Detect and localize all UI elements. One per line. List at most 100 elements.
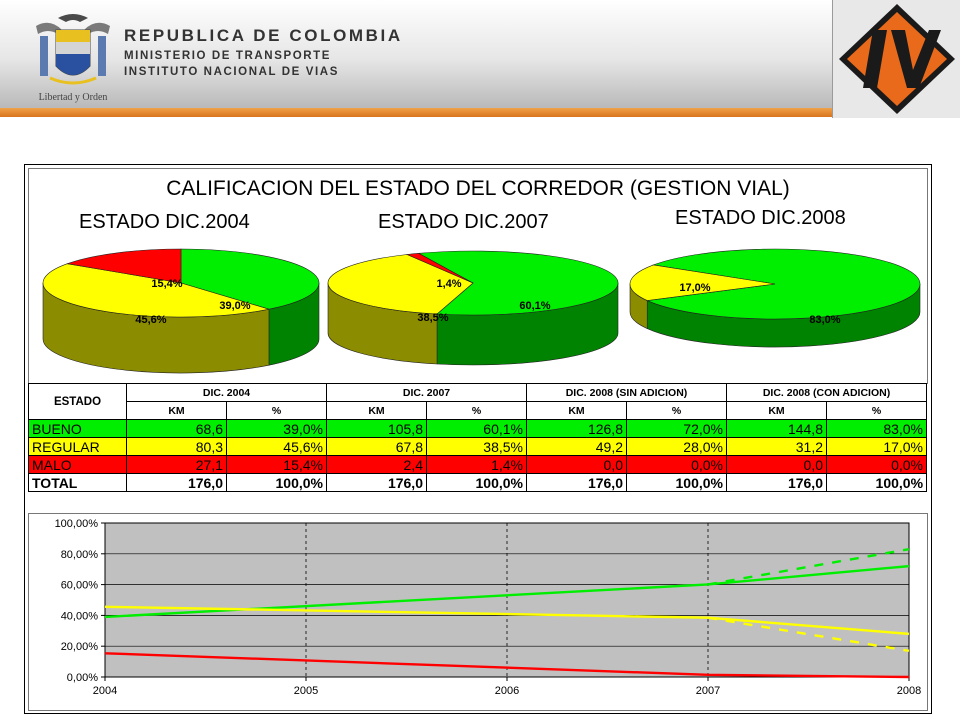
header-country: REPUBLICA DE COLOMBIA [124,26,403,45]
y-tick-label: 100,00% [55,518,99,530]
y-tick-label: 60,00% [61,580,99,592]
table-cell: 100,0% [626,473,727,492]
table-row-total: TOTAL 176,0 100,0% 176,0 100,0% 176,0 100,0% 17… [28,473,928,492]
header-institute: INSTITUTO NACIONAL DE VIAS [124,66,339,78]
table-cell: 60,1% [426,419,527,438]
invias-logo: IV [832,0,960,118]
pie-chart-2008: 83,0% 17,0% [629,248,921,348]
y-tick-label: 40,00% [61,610,99,622]
km-table: ESTADO DIC. 2004 DIC. 2007 DIC. 2008 (SI… [28,383,928,492]
pie-label-0: 83,0% [809,314,840,326]
table-cell: 176,0 [726,473,827,492]
header-dic-2008-con: DIC. 2008 (CON ADICION) [725,383,928,402]
table-cell: 49,2 [526,437,627,456]
table-cell: 39,0% [226,419,327,438]
table-cell: 0,0% [626,455,727,474]
subheader-pct: % [226,401,327,420]
table-cell: 0,0% [825,455,928,474]
x-tick-label: 2006 [495,685,519,697]
table-cell: 0,0 [526,455,627,474]
row-label: TOTAL [28,473,127,492]
pie-title-2007: ESTADO DIC.2007 [378,211,549,233]
x-tick-label: 2005 [294,685,318,697]
line-chart-area: 0,00% 20,00% 40,00% 60,00% 80,00% 100,00% 2004… [28,513,928,711]
pie-slice-1 [42,263,270,318]
pie-slice-2 [66,248,182,284]
table-cell: 15,4% [226,455,327,474]
invias-logo-icon: IV [839,4,955,114]
table-cell: 100,0% [426,473,527,492]
series-line-4 [104,652,910,679]
header-band [0,0,832,108]
row-label: BUENO [28,419,127,438]
pie-slice-1 [327,254,474,315]
crest-motto: Libertad y Orden [39,92,108,103]
header-dic-2007: DIC. 2007 [326,383,527,402]
table-row-malo: MALO 27,1 15,4% 2,4 1,4% 0,0 0,0% 0,0 0,0% [28,455,928,474]
pie-label-0: 39,0% [219,300,250,312]
table-cell: 105,8 [326,419,427,438]
pie-chart-2007: 60,1% 38,5% 1,4% [327,250,619,366]
pie-label-1: 45,6% [135,314,166,326]
subheader-km: KM [126,401,227,420]
table-cell: 83,0% [825,419,928,438]
table-row-regular: REGULAR 80,3 45,6% 67,8 38,5% 49,2 28,0% 31,2 17… [28,437,928,456]
y-tick-label: 20,00% [61,641,99,653]
y-tick-label: 80,00% [61,549,99,561]
table-cell: 126,8 [526,419,627,438]
pie-label-2: 15,4% [151,278,182,290]
pie-chart-2004: 39,0% 45,6% 15,4% [42,248,320,374]
km-table-body: BUENO 68,6 39,0% 105,8 60,1% 126,8 72,0% 144,8 8… [28,419,928,492]
subheader-pct: % [426,401,527,420]
table-cell: 31,2 [726,437,827,456]
pie-slice-0 [180,248,320,310]
pie-title-2004: ESTADO DIC.2004 [79,211,250,233]
header-orange-stripe [0,108,832,117]
row-label: REGULAR [28,437,127,456]
x-tick-label: 2004 [93,685,117,697]
header-dic-2004: DIC. 2004 [126,383,327,402]
pie-charts-area: CALIFICACION DEL ESTADO DEL CORREDOR (GE… [28,168,928,384]
table-cell: 176,0 [326,473,427,492]
plot-area [104,522,910,678]
table-cell: 100,0% [226,473,327,492]
header-ministry: MINISTERIO DE TRANSPORTE [124,50,332,62]
y-tick-label: 0,00% [67,672,98,684]
pie-slice-0 [646,248,921,320]
subheader-km: KM [526,401,627,420]
subheader-pct: % [825,401,928,420]
subheader-km: KM [326,401,427,420]
x-tick-label: 2008 [897,685,921,697]
table-cell: 176,0 [526,473,627,492]
table-cell: 2,4 [326,455,427,474]
line-chart: 0,00% 20,00% 40,00% 60,00% 80,00% 100,00% 2004… [55,518,922,697]
series-line-3 [707,616,910,653]
subheader-km: KM [726,401,827,420]
x-tick-label: 2007 [696,685,720,697]
table-cell: 28,0% [626,437,727,456]
table-cell: 27,1 [126,455,227,474]
row-label: MALO [28,455,127,474]
table-cell: 67,8 [326,437,427,456]
pie-slice-0 [417,250,619,316]
table-cell: 38,5% [426,437,527,456]
table-cell: 100,0% [825,473,928,492]
header-dic-2008-sin: DIC. 2008 (SIN ADICION) [526,383,727,402]
table-row-bueno: BUENO 68,6 39,0% 105,8 60,1% 126,8 72,0% 144,8 8… [28,419,928,438]
page-header: Libertad y Orden REPUBLICA DE COLOMBIA M… [0,0,960,118]
table-cell: 45,6% [226,437,327,456]
table-cell: 0,0 [726,455,827,474]
table-cell: 1,4% [426,455,527,474]
pie-label-0: 60,1% [519,300,550,312]
pie-title-2008: ESTADO DIC.2008 [675,207,846,229]
table-cell: 176,0 [126,473,227,492]
table-cell: 144,8 [726,419,827,438]
main-title: CALIFICACION DEL ESTADO DEL CORREDOR (GE… [166,177,790,200]
table-cell: 80,3 [126,437,227,456]
table-cell: 72,0% [626,419,727,438]
colombia-crest-icon: Libertad y Orden [36,14,110,103]
report-frame: CALIFICACION DEL ESTADO DEL CORREDOR (GE… [24,164,932,714]
km-table-area: ESTADO DIC. 2004 DIC. 2007 DIC. 2008 (SI… [28,383,928,492]
subheader-pct: % [626,401,727,420]
header-estado: ESTADO [28,383,127,420]
